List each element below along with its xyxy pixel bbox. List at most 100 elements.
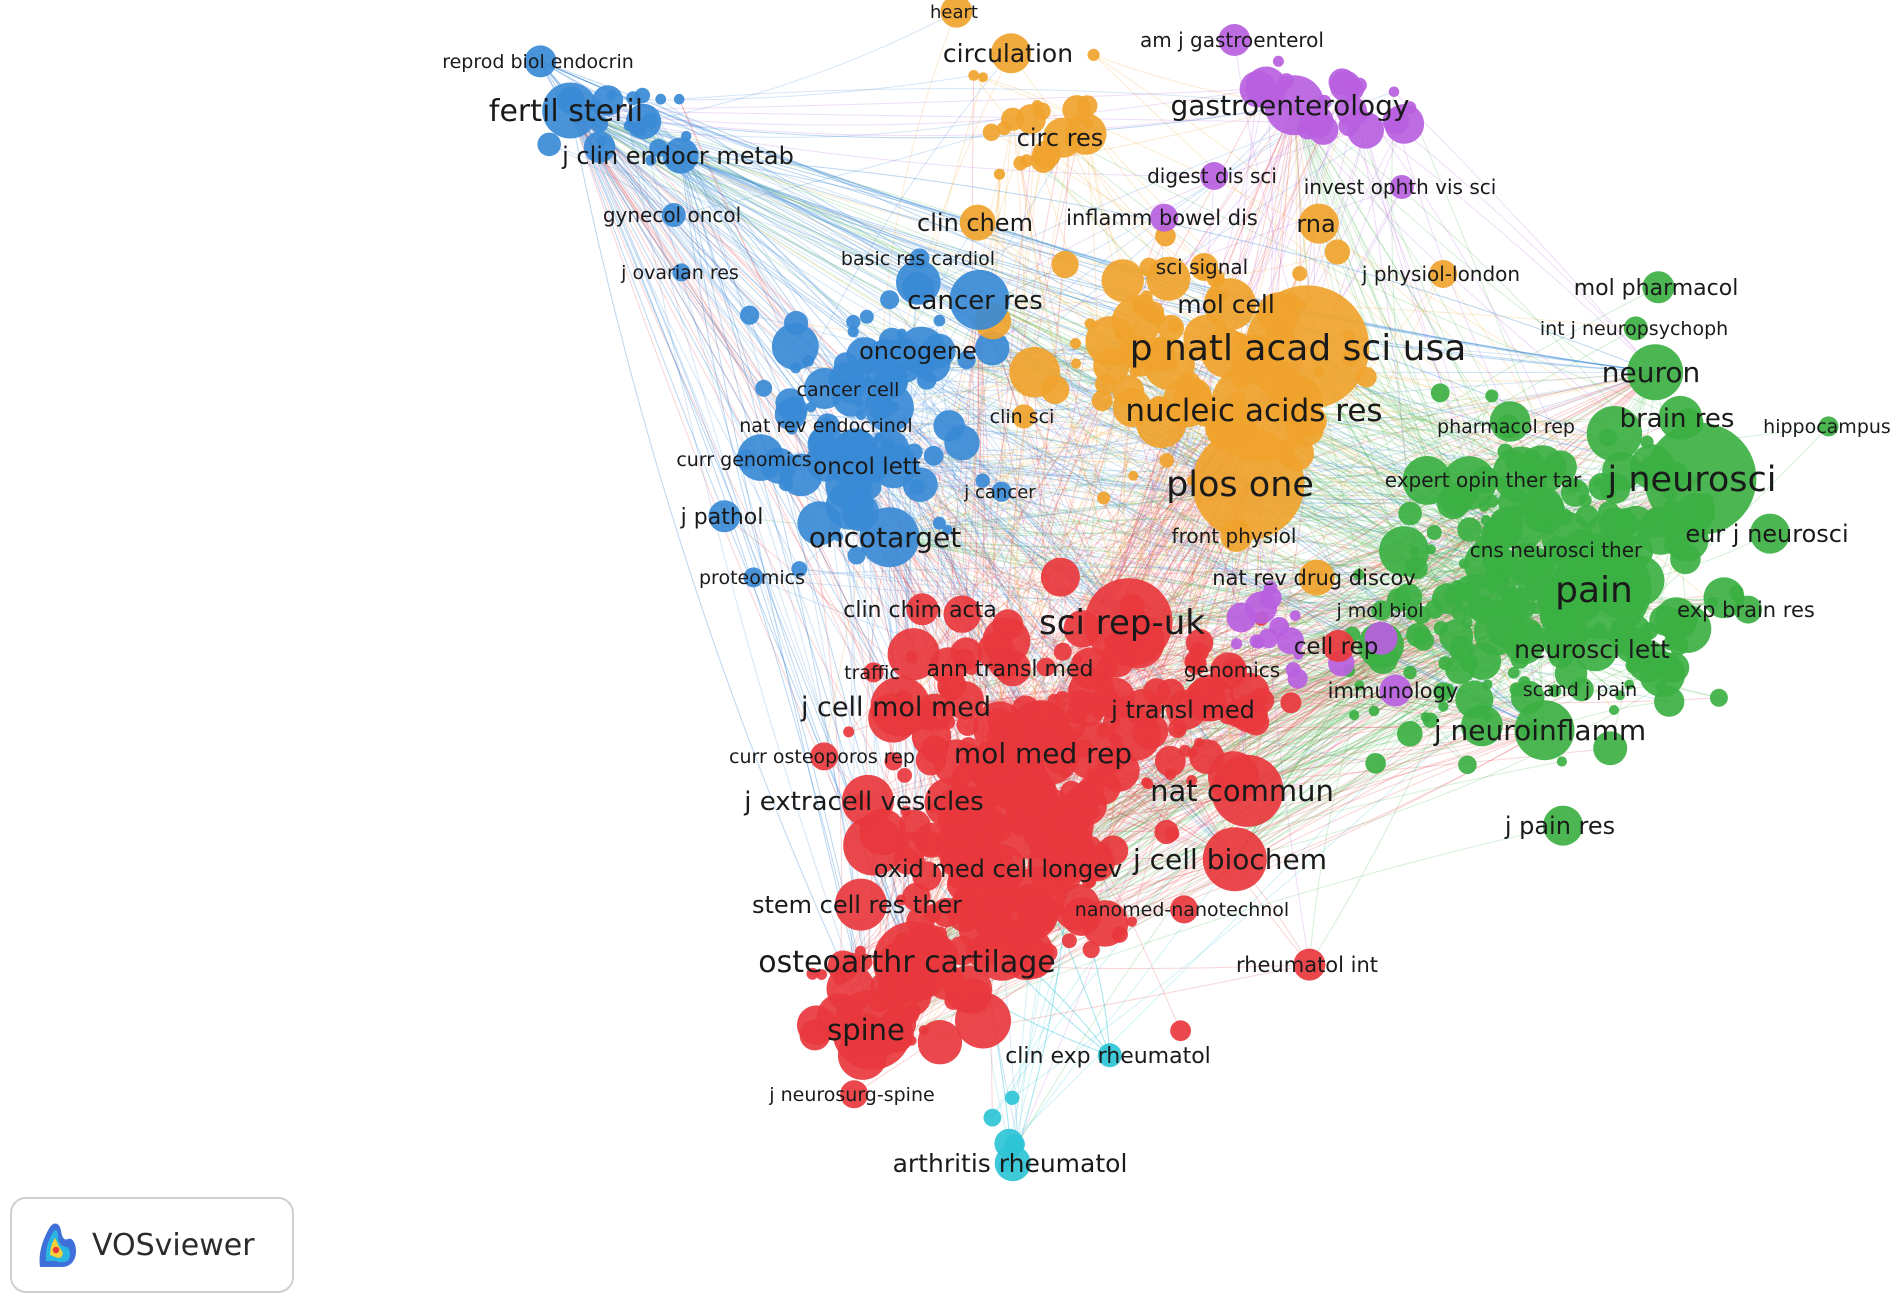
node-neuron[interactable] xyxy=(1627,344,1684,401)
node-orange[interactable] xyxy=(1159,453,1175,468)
node-int-j-neuropsychoph[interactable] xyxy=(1623,316,1648,341)
node-blue[interactable] xyxy=(863,377,875,389)
node-cell-rep[interactable] xyxy=(1322,630,1355,662)
node-red[interactable] xyxy=(1081,874,1097,889)
node-red[interactable] xyxy=(959,757,970,768)
node-green[interactable] xyxy=(1354,680,1365,691)
node-green[interactable] xyxy=(1368,705,1380,717)
node-rna[interactable] xyxy=(1299,203,1339,244)
node-hippocampus[interactable] xyxy=(1818,416,1839,437)
node-red[interactable] xyxy=(1107,689,1118,700)
vosviewer-badge[interactable]: VOSviewer xyxy=(10,1197,294,1293)
node-blue[interactable] xyxy=(740,305,760,325)
node-cancer-cell[interactable] xyxy=(836,375,865,404)
node-blue[interactable] xyxy=(846,314,861,330)
node-green[interactable] xyxy=(1485,568,1499,582)
node-red[interactable] xyxy=(816,969,827,980)
node-blue[interactable] xyxy=(623,120,635,132)
node-traffic[interactable] xyxy=(863,662,884,683)
node-red[interactable] xyxy=(1082,829,1093,841)
node-exp-brain-res[interactable] xyxy=(1734,595,1763,624)
node-blue[interactable] xyxy=(889,401,900,412)
node-green[interactable] xyxy=(1397,721,1423,747)
node-blue[interactable] xyxy=(626,91,641,106)
node-orange[interactable] xyxy=(1087,48,1100,62)
node-purple[interactable] xyxy=(1259,586,1282,610)
node-green[interactable] xyxy=(1436,486,1470,520)
node-red[interactable] xyxy=(1061,933,1077,949)
node-neurosci-lett[interactable] xyxy=(1573,627,1618,672)
node-blue[interactable] xyxy=(596,135,608,146)
node-green[interactable] xyxy=(1485,389,1499,403)
node-blue[interactable] xyxy=(909,479,926,495)
node-green[interactable] xyxy=(1615,690,1625,701)
node-blue[interactable] xyxy=(847,326,859,338)
node-red[interactable] xyxy=(1011,695,1040,724)
node-nucleic-acids-res[interactable] xyxy=(1209,358,1314,463)
node-orange[interactable] xyxy=(1085,316,1136,367)
node-red[interactable] xyxy=(944,965,993,1013)
node-red[interactable] xyxy=(947,892,981,926)
node-red[interactable] xyxy=(945,681,984,720)
node-red[interactable] xyxy=(1015,808,1045,838)
node-expert-opin-ther-tar[interactable] xyxy=(1471,466,1500,494)
node-purple[interactable] xyxy=(1231,638,1243,650)
node-orange[interactable] xyxy=(1173,377,1212,416)
node-gastroenterology[interactable] xyxy=(1264,75,1325,136)
node-green[interactable] xyxy=(1656,657,1682,683)
node-green[interactable] xyxy=(1457,517,1482,542)
node-purple[interactable] xyxy=(1276,627,1304,655)
node-red[interactable] xyxy=(1031,791,1046,806)
node-oncotarget[interactable] xyxy=(859,507,920,568)
node-nanomed-nanotechnol[interactable] xyxy=(1170,895,1199,924)
node-red[interactable] xyxy=(1242,708,1270,736)
node-j-transl-med[interactable] xyxy=(1166,689,1206,730)
node-orange[interactable] xyxy=(1001,107,1025,131)
node-red[interactable] xyxy=(895,894,907,906)
node-blue[interactable] xyxy=(896,260,941,305)
node-red[interactable] xyxy=(1248,687,1275,714)
node-orange[interactable] xyxy=(1147,395,1171,419)
node-osteoarthr-cartilage[interactable] xyxy=(873,921,953,1002)
node-oncol-lett[interactable] xyxy=(851,447,888,484)
node-orange[interactable] xyxy=(1009,346,1060,398)
node-orange[interactable] xyxy=(982,123,1001,141)
node-blue[interactable] xyxy=(933,314,946,327)
node-inflamm-bowel-dis[interactable] xyxy=(1150,203,1179,232)
node-genomics[interactable] xyxy=(1221,658,1246,682)
node-blue[interactable] xyxy=(632,121,647,137)
node-red[interactable] xyxy=(954,648,976,670)
node-red[interactable] xyxy=(917,1019,963,1065)
node-cns-neurosci-ther[interactable] xyxy=(1544,536,1573,564)
node-orange[interactable] xyxy=(1231,332,1248,349)
node-green[interactable] xyxy=(1433,682,1453,702)
node-red[interactable] xyxy=(1040,557,1080,597)
node-red[interactable] xyxy=(927,802,938,814)
node-orange[interactable] xyxy=(993,168,1006,180)
node-red[interactable] xyxy=(1101,847,1113,859)
node-green[interactable] xyxy=(1729,584,1744,600)
node-red[interactable] xyxy=(1185,629,1214,657)
node-nat-rev-endocrinol[interactable] xyxy=(815,413,840,438)
node-red[interactable] xyxy=(1109,709,1161,761)
node-oxid-med-cell-longev[interactable] xyxy=(977,844,1026,893)
node-red[interactable] xyxy=(1085,857,1105,878)
node-blue[interactable] xyxy=(775,388,805,418)
node-red[interactable] xyxy=(935,701,950,716)
node-purple[interactable] xyxy=(1285,662,1301,678)
node-green[interactable] xyxy=(1420,712,1431,723)
node-green[interactable] xyxy=(1663,636,1677,651)
node-spine[interactable] xyxy=(832,989,912,1070)
node-blue[interactable] xyxy=(957,350,976,370)
node-clin-sci[interactable] xyxy=(1011,404,1036,429)
node-orange[interactable] xyxy=(1095,373,1116,395)
node-blue[interactable] xyxy=(859,309,874,324)
node-blue[interactable] xyxy=(645,154,657,166)
node-green[interactable] xyxy=(1365,753,1386,774)
node-red[interactable] xyxy=(900,806,912,817)
node-curr-osteoporos-rep[interactable] xyxy=(810,742,839,771)
node-j-cell-biochem[interactable] xyxy=(1202,827,1267,892)
node-red[interactable] xyxy=(992,609,1024,641)
node-green[interactable] xyxy=(1451,604,1468,621)
node-blue[interactable] xyxy=(760,447,797,484)
